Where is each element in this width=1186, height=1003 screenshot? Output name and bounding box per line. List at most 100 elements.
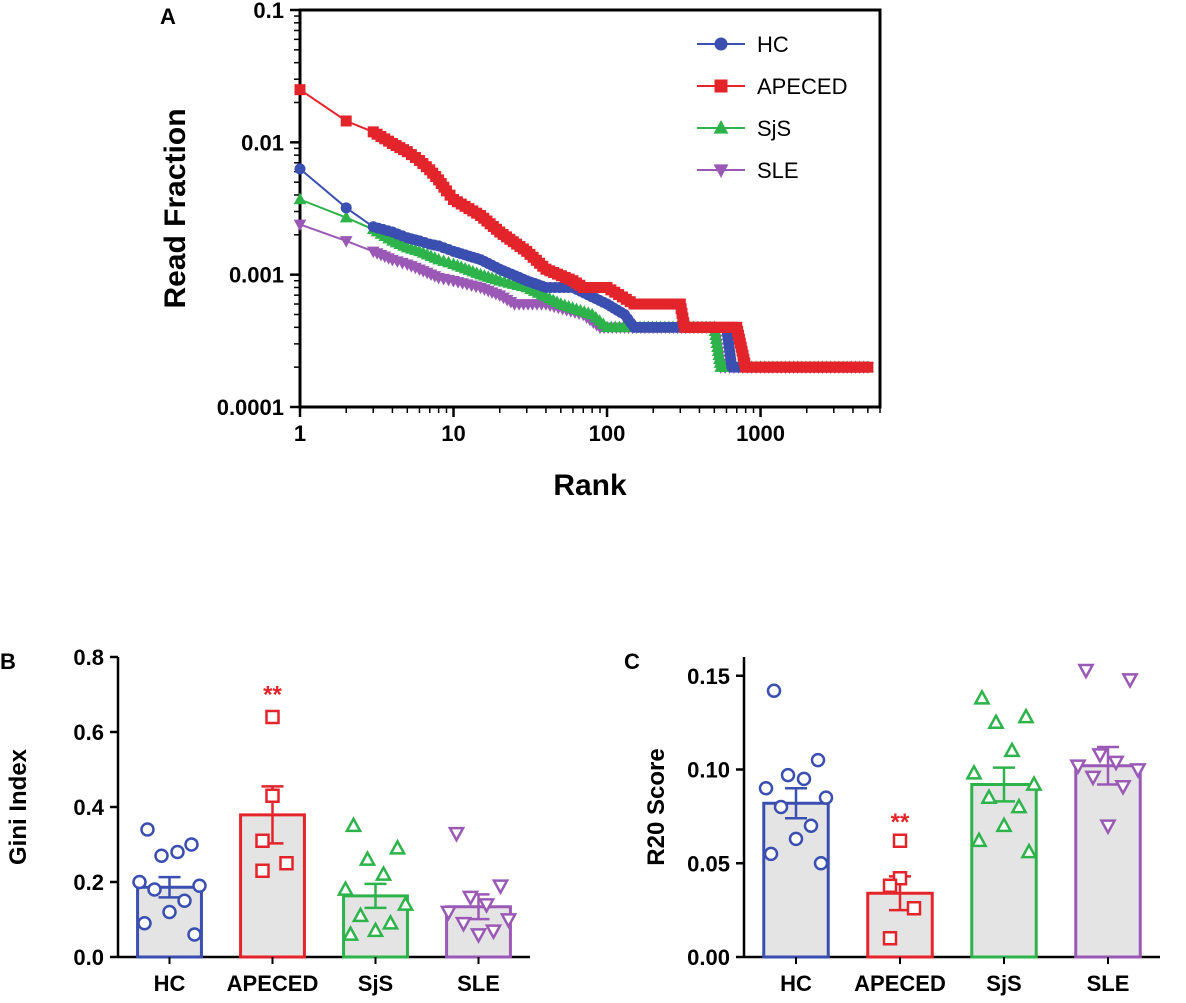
group-hc: HC — [758, 683, 834, 996]
series-marker — [340, 202, 352, 214]
group-sjs: SjS — [336, 816, 415, 996]
data-point — [803, 818, 819, 833]
x-tick-label: HC — [780, 971, 812, 996]
y-tick-label: 0.6 — [73, 720, 104, 745]
data-point — [818, 790, 834, 805]
y-tick-label: 0.01 — [241, 130, 284, 155]
data-point — [381, 913, 400, 930]
data-point — [1003, 741, 1021, 758]
y-tick-label: 0.1 — [253, 0, 284, 23]
data-point — [344, 816, 363, 833]
data-point — [788, 831, 804, 847]
legend-marker — [714, 37, 728, 51]
data-point — [499, 913, 518, 929]
bar — [970, 783, 1038, 959]
x-tick-label: HC — [154, 971, 186, 996]
panel-b-label: B — [0, 649, 16, 674]
series-marker — [340, 115, 352, 127]
y-axis-label: Read Fraction — [159, 108, 192, 308]
y-tick-label: 0.2 — [73, 870, 104, 895]
data-point — [154, 848, 169, 863]
y-axis-label: R20 Score — [643, 748, 670, 865]
legend-label: HC — [757, 32, 789, 57]
significance-annotation: ** — [263, 682, 282, 709]
series-hc — [294, 163, 874, 373]
data-point — [439, 905, 458, 922]
data-point — [140, 822, 155, 837]
legend-label: APECED — [757, 74, 847, 99]
plot-frame — [298, 8, 882, 409]
data-point — [461, 890, 480, 907]
legend-item-sjs: SjS — [697, 116, 791, 141]
y-tick-label: 0.001 — [229, 263, 284, 288]
data-point — [810, 752, 826, 768]
data-point — [773, 799, 789, 815]
data-point — [758, 781, 774, 796]
data-point — [882, 878, 898, 893]
data-point — [892, 833, 908, 848]
data-point — [132, 874, 147, 890]
y-tick-label: 0.00 — [687, 945, 730, 970]
group-sle: SLE — [1069, 663, 1147, 996]
group-hc: HC — [132, 822, 207, 996]
group-sle: SLE — [439, 826, 518, 996]
data-point — [469, 928, 488, 944]
legend-marker — [713, 120, 729, 134]
data-point — [477, 898, 496, 914]
legend-label: SjS — [757, 116, 791, 141]
data-point — [995, 816, 1013, 833]
panel-a-line-chart: 0.0001 0.001 0.01 0.1 1 10 100 1000 Rank Read Fra… — [159, 0, 882, 502]
data-point — [358, 850, 377, 866]
y-tick-label: 0.05 — [687, 851, 730, 876]
data-point — [973, 688, 991, 705]
significance-annotation: ** — [891, 809, 910, 836]
group-sjs: SjS — [965, 688, 1043, 996]
data-point — [336, 880, 355, 896]
y-tick-label: 0.0001 — [217, 395, 284, 420]
data-point — [1129, 763, 1147, 779]
data-point — [396, 895, 415, 911]
data-point — [192, 878, 207, 893]
data-point — [388, 838, 407, 855]
series-line — [299, 168, 868, 369]
series-marker — [339, 236, 353, 248]
data-point — [187, 927, 202, 942]
data-point — [374, 865, 393, 881]
panel-a-label: A — [160, 4, 176, 29]
y-tick-label: 0.4 — [73, 795, 104, 820]
x-axis-label: Rank — [553, 469, 627, 502]
bar — [762, 801, 830, 959]
data-point — [970, 831, 988, 848]
x-tick-label: SjS — [358, 971, 393, 996]
data-point — [162, 904, 177, 920]
data-point — [965, 763, 983, 780]
panel-c-bar-chart: 0.00 0.05 0.10 0.15 R20 Score HC APECED ** SjS SL… — [643, 657, 1160, 996]
data-point — [170, 844, 185, 860]
data-point — [184, 837, 199, 852]
data-point — [1107, 755, 1125, 772]
data-point — [1084, 770, 1102, 787]
y-tick-label: 0.15 — [687, 664, 730, 689]
x-tick-label: SLE — [1087, 971, 1130, 996]
x-tick-label: 100 — [589, 421, 626, 446]
data-point — [796, 771, 812, 787]
x-tick-label: 1000 — [736, 421, 785, 446]
data-point — [137, 916, 152, 931]
data-point — [1010, 797, 1028, 814]
series-marker — [339, 210, 353, 223]
data-point — [341, 925, 360, 941]
series-marker — [293, 219, 307, 232]
data-point — [780, 767, 796, 783]
group-apeced: APECED ** — [227, 682, 319, 997]
data-point — [1020, 842, 1038, 859]
legend-item-hc: HC — [697, 32, 789, 57]
data-point — [366, 921, 385, 938]
data-point — [484, 924, 503, 941]
data-point — [351, 906, 370, 923]
bar — [1074, 764, 1142, 959]
data-point — [491, 879, 510, 896]
data-point — [1114, 780, 1132, 796]
data-point — [882, 931, 898, 946]
y-axis-label: Gini Index — [5, 748, 32, 865]
